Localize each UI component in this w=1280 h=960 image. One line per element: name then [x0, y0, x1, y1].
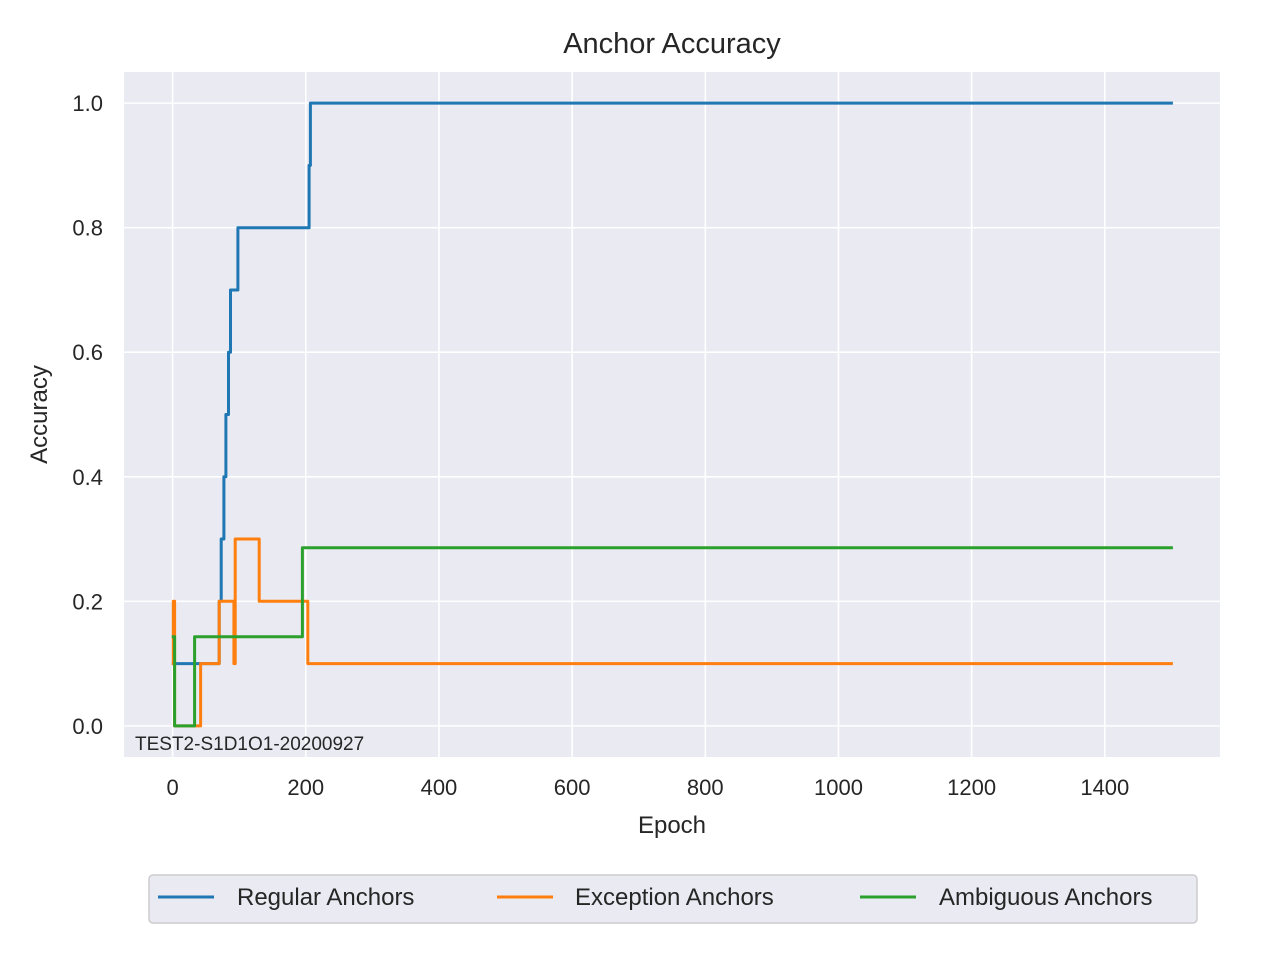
run-id-annotation: TEST2-S1D1O1-20200927: [135, 734, 364, 755]
x-tick-label: 200: [287, 775, 324, 800]
y-tick-label: 0.0: [72, 714, 103, 739]
x-tick-label: 1400: [1080, 775, 1129, 800]
legend-item-3: Ambiguous Anchors: [860, 884, 1152, 911]
x-tick-label: 800: [687, 775, 724, 800]
x-axis-ticks: 0 200 400 600 800 1000 1200 1400: [166, 775, 1129, 800]
y-tick-label: 0.6: [72, 340, 103, 365]
x-tick-label: 1000: [814, 775, 863, 800]
x-tick-label: 0: [166, 775, 178, 800]
legend-label: Regular Anchors: [237, 884, 414, 911]
plot-area: [124, 72, 1220, 757]
x-tick-label: 600: [554, 775, 591, 800]
y-tick-label: 0.2: [72, 589, 103, 614]
y-axis-ticks: 0.0 0.2 0.4 0.6 0.8 1.0: [72, 91, 103, 739]
legend-label: Ambiguous Anchors: [939, 884, 1152, 911]
legend-frame: [148, 874, 1198, 924]
y-tick-label: 0.8: [72, 216, 103, 241]
y-tick-label: 1.0: [72, 91, 103, 116]
series-line-1: [171, 101, 1173, 666]
x-axis-label: Epoch: [638, 812, 706, 839]
legend-label: Exception Anchors: [575, 884, 774, 911]
series-layer: [171, 101, 1173, 728]
series-line-3: [171, 546, 1173, 728]
y-axis-label: Accuracy: [26, 365, 53, 464]
legend: Regular Anchors Exception Anchors Ambiguou…: [148, 874, 1198, 924]
legend-item-2: Exception Anchors: [497, 884, 774, 911]
x-tick-label: 1200: [947, 775, 996, 800]
chart-title: Anchor Accuracy: [563, 28, 781, 60]
y-tick-label: 0.4: [72, 465, 103, 490]
x-tick-label: 400: [421, 775, 458, 800]
legend-item-1: Regular Anchors: [158, 884, 414, 911]
